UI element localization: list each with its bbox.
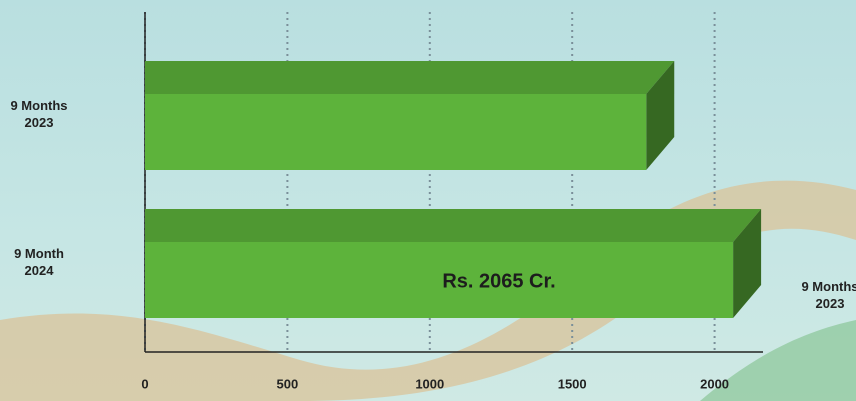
bar-top xyxy=(145,61,674,94)
y-tick-label: 9 Month 2024 xyxy=(2,245,76,279)
x-tick-label: 1000 xyxy=(415,376,444,391)
x-tick-label: 1500 xyxy=(558,376,587,391)
data-label: Rs. 2065 Cr. xyxy=(442,270,555,292)
annotation: 9 Months 2023 xyxy=(800,278,856,312)
x-tick-label: 500 xyxy=(277,376,299,391)
bar-top xyxy=(145,209,761,242)
x-tick-label: 0 xyxy=(141,376,148,391)
x-tick-label: 2000 xyxy=(700,376,729,391)
bar xyxy=(145,94,646,170)
y-tick-label: 9 Months 2023 xyxy=(2,97,76,131)
bar xyxy=(145,242,733,318)
chart-svg: 0 500 1000 1500 2000 Rs. 2065 Cr. xyxy=(0,0,856,401)
chart: 0 500 1000 1500 2000 Rs. 2065 Cr. 9 Months 20… xyxy=(0,0,856,401)
